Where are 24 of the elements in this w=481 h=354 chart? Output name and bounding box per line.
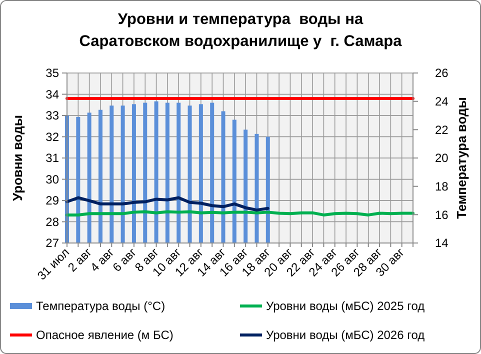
y-tick-label: 34 <box>46 87 60 102</box>
y2-axis-title: Температура воды <box>454 97 469 219</box>
legend-label: Уровни воды (мБС) 2025 год <box>266 299 425 314</box>
y2-tick-label: 24 <box>435 94 449 109</box>
y-tick-label: 30 <box>46 172 60 186</box>
y2-tick-label: 20 <box>435 151 449 166</box>
y-tick-label: 35 <box>46 66 60 80</box>
y2-tick-label: 22 <box>435 122 449 137</box>
legend-label: Уровни воды (мБС) 2026 год <box>266 328 425 342</box>
y-axis-title: Уровни воды <box>10 115 25 201</box>
line-series <box>66 196 270 212</box>
y2-tick-label: 26 <box>435 66 449 80</box>
y-tick-label: 31 <box>46 151 60 166</box>
legend-label: Опасное явление (м БС) <box>36 328 174 342</box>
y-tick-label: 29 <box>46 194 60 208</box>
y-tick-label: 28 <box>46 214 60 229</box>
y-tick-label: 33 <box>46 108 60 123</box>
y-tick-label: 27 <box>46 236 60 250</box>
y2-tick-label: 16 <box>435 208 449 222</box>
y2-tick-label: 14 <box>435 236 449 250</box>
legend-label: Температура воды (°С) <box>36 299 166 314</box>
chart-title: Уровни и температура воды на Саратовском водохранилище у г. Самара <box>79 11 402 50</box>
y-tick-label: 32 <box>46 130 60 144</box>
y2-tick-label: 18 <box>435 180 449 194</box>
